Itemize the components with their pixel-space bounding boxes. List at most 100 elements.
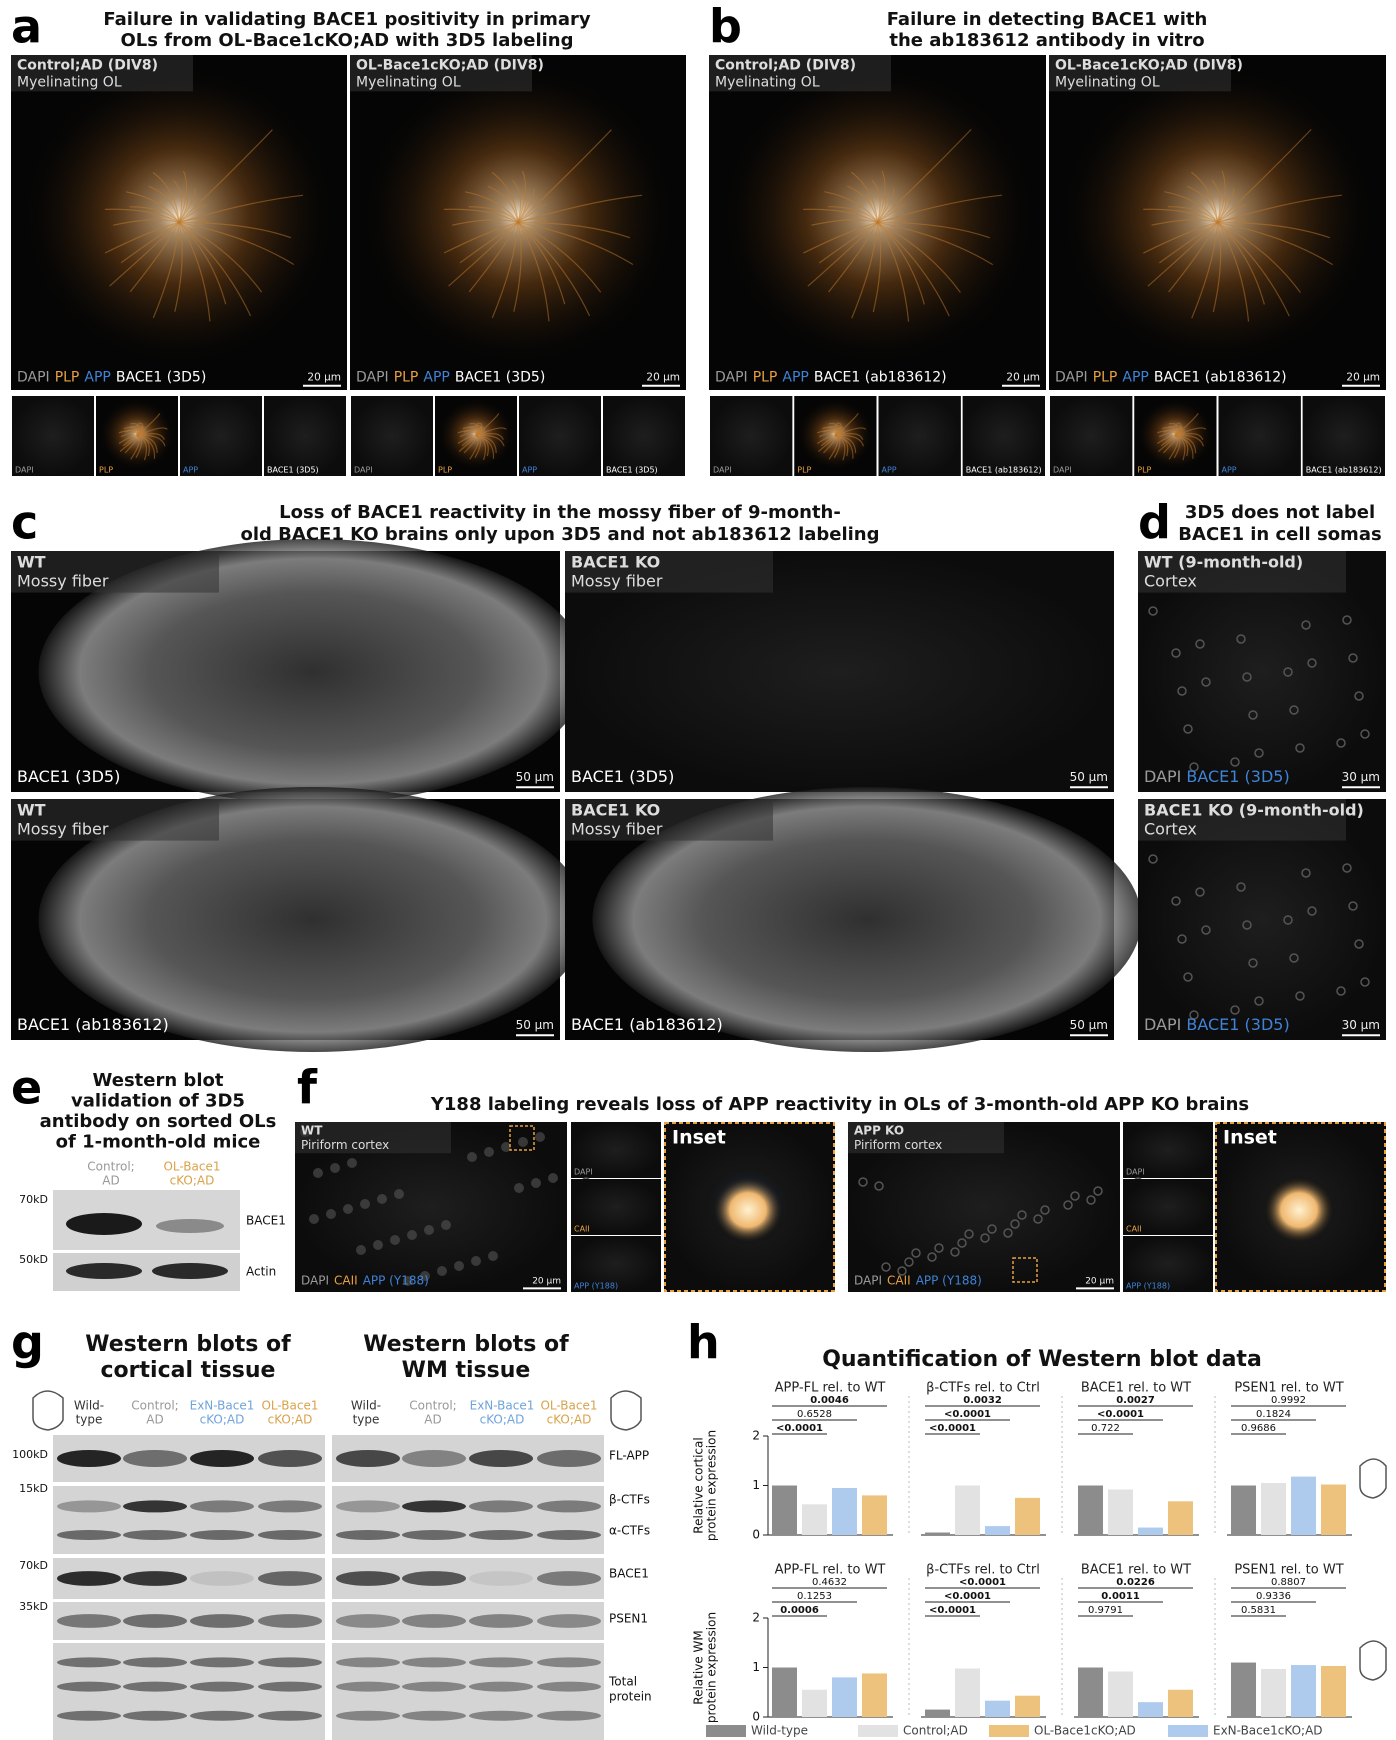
panel-title: of 1-month-old mice	[56, 1132, 261, 1153]
p-value: <0.0001	[929, 1605, 976, 1616]
lane-label: type	[353, 1413, 380, 1427]
thumbnail-label: PLP	[99, 466, 113, 475]
panel-title: the ab183612 antibody in vitro	[889, 30, 1204, 51]
band-label: BACE1	[609, 1567, 649, 1581]
micrograph-signal	[360, 1199, 370, 1209]
image-label: OL-Bace1cKO;AD (DIV8)	[356, 58, 544, 74]
micrograph-signal	[424, 1225, 434, 1235]
bar	[925, 1710, 950, 1717]
scale-bar-label: 50 µm	[1070, 770, 1108, 784]
scale-bar-label: 50 µm	[516, 770, 554, 784]
p-value: 0.1253	[797, 1591, 832, 1602]
channel-label: PLP	[1093, 369, 1118, 385]
image-label: Control;AD (DIV8)	[715, 58, 856, 74]
image-label: WT (9-month-old)	[1144, 553, 1303, 572]
micrograph-signal	[963, 396, 1045, 476]
p-value: <0.0001	[959, 1577, 1006, 1588]
thumbnail-label: APP (Y188)	[574, 1282, 618, 1291]
p-value: 0.9336	[1256, 1591, 1291, 1602]
bar	[1138, 1528, 1163, 1535]
marker-label: 70kD	[19, 1559, 48, 1572]
p-value: 0.0046	[810, 1395, 849, 1406]
band-label: BACE1	[246, 1214, 286, 1228]
thumbnail-label: PLP	[438, 466, 452, 475]
scale-bar-label: 20 µm	[646, 371, 680, 383]
micrograph-signal	[1056, 62, 1380, 370]
lane-label: Control;	[87, 1160, 134, 1174]
scale-bar-label: 20 µm	[532, 1277, 561, 1287]
channel-label: DAPI	[17, 369, 50, 385]
blot-band	[336, 1500, 400, 1512]
micrograph-signal	[264, 396, 346, 476]
p-value: <0.0001	[776, 1423, 823, 1434]
blot-band	[537, 1530, 601, 1540]
bar	[1231, 1486, 1256, 1536]
scale-bar-label: 20 µm	[1006, 371, 1040, 383]
bar	[802, 1690, 827, 1717]
image-label: Mossy fiber	[17, 820, 109, 839]
panel-title: validation of 3D5	[71, 1091, 245, 1112]
blot-band	[66, 1263, 142, 1279]
bar	[925, 1533, 950, 1535]
micrograph-signal	[441, 1220, 451, 1230]
micrograph-signal	[309, 1214, 319, 1224]
lane-label: cKO;AD	[170, 1174, 215, 1188]
blot-band	[57, 1682, 121, 1692]
blot-band	[336, 1530, 400, 1540]
blot-band	[258, 1530, 322, 1540]
marker-label: 15kD	[19, 1482, 48, 1495]
micrograph-signal	[1219, 396, 1301, 476]
blot-band	[537, 1571, 601, 1586]
scale-bar-label: 20 µm	[1085, 1277, 1114, 1287]
micrograph-signal	[351, 396, 433, 476]
p-value: <0.0001	[944, 1409, 991, 1420]
p-value: 0.0226	[1116, 1577, 1155, 1588]
thumbnail-label: BACE1 (ab183612)	[966, 466, 1042, 475]
micrograph-signal	[518, 1137, 528, 1147]
image-label: WT	[17, 801, 46, 820]
chart-title: BACE1 rel. to WT	[1081, 1563, 1191, 1578]
micrograph-signal	[343, 1204, 353, 1214]
p-value: 0.5831	[1241, 1605, 1276, 1616]
channel-label: CAII	[887, 1274, 911, 1288]
micrograph-signal	[377, 1194, 387, 1204]
scale-bar-label: 20 µm	[307, 371, 341, 383]
y-tick-label: 1	[752, 1478, 760, 1492]
legend-swatch	[989, 1725, 1029, 1737]
scale-bar-label: 30 µm	[1342, 1018, 1380, 1032]
blot-band	[190, 1711, 254, 1721]
panel-letter: f	[297, 1061, 318, 1115]
lane-label: OL-Bace1	[540, 1399, 597, 1413]
image-label: BACE1 KO (9-month-old)	[1144, 801, 1364, 820]
image-label: APP KO	[854, 1124, 904, 1138]
lane-label: OL-Bace1	[163, 1160, 220, 1174]
legend-swatch	[1168, 1725, 1208, 1737]
channel-label: BACE1 (3D5)	[116, 369, 206, 385]
blot-band	[123, 1614, 187, 1628]
thumbnail-label: DAPI	[713, 466, 732, 475]
blot-band	[336, 1614, 400, 1628]
p-value: <0.0001	[944, 1591, 991, 1602]
micrograph-signal	[454, 1261, 464, 1271]
image-label: Myelinating OL	[356, 74, 461, 90]
thumbnail-label: PLP	[797, 466, 811, 475]
micrograph-signal	[484, 1147, 494, 1157]
micrograph-signal	[603, 396, 685, 476]
blot-band	[537, 1450, 601, 1467]
lane-label: ExN-Bace1	[470, 1399, 535, 1413]
panel-letter: d	[1138, 496, 1171, 550]
channel-label: APP (Y188)	[916, 1274, 982, 1288]
panel-letter: c	[11, 496, 38, 550]
thumbnail-label: APP	[882, 466, 897, 475]
channel-label: APP	[84, 369, 110, 385]
image-label: Mossy fiber	[571, 820, 663, 839]
lane-label: cKO;AD	[200, 1413, 245, 1427]
p-value: <0.0001	[929, 1423, 976, 1434]
image-label: BACE1 KO	[571, 801, 660, 820]
thumbnail-label: APP	[1222, 466, 1237, 475]
panel-letter: a	[11, 0, 42, 54]
bar	[772, 1668, 797, 1718]
image-label: OL-Bace1cKO;AD (DIV8)	[1055, 58, 1243, 74]
blot-band	[190, 1530, 254, 1540]
bar	[955, 1486, 980, 1536]
